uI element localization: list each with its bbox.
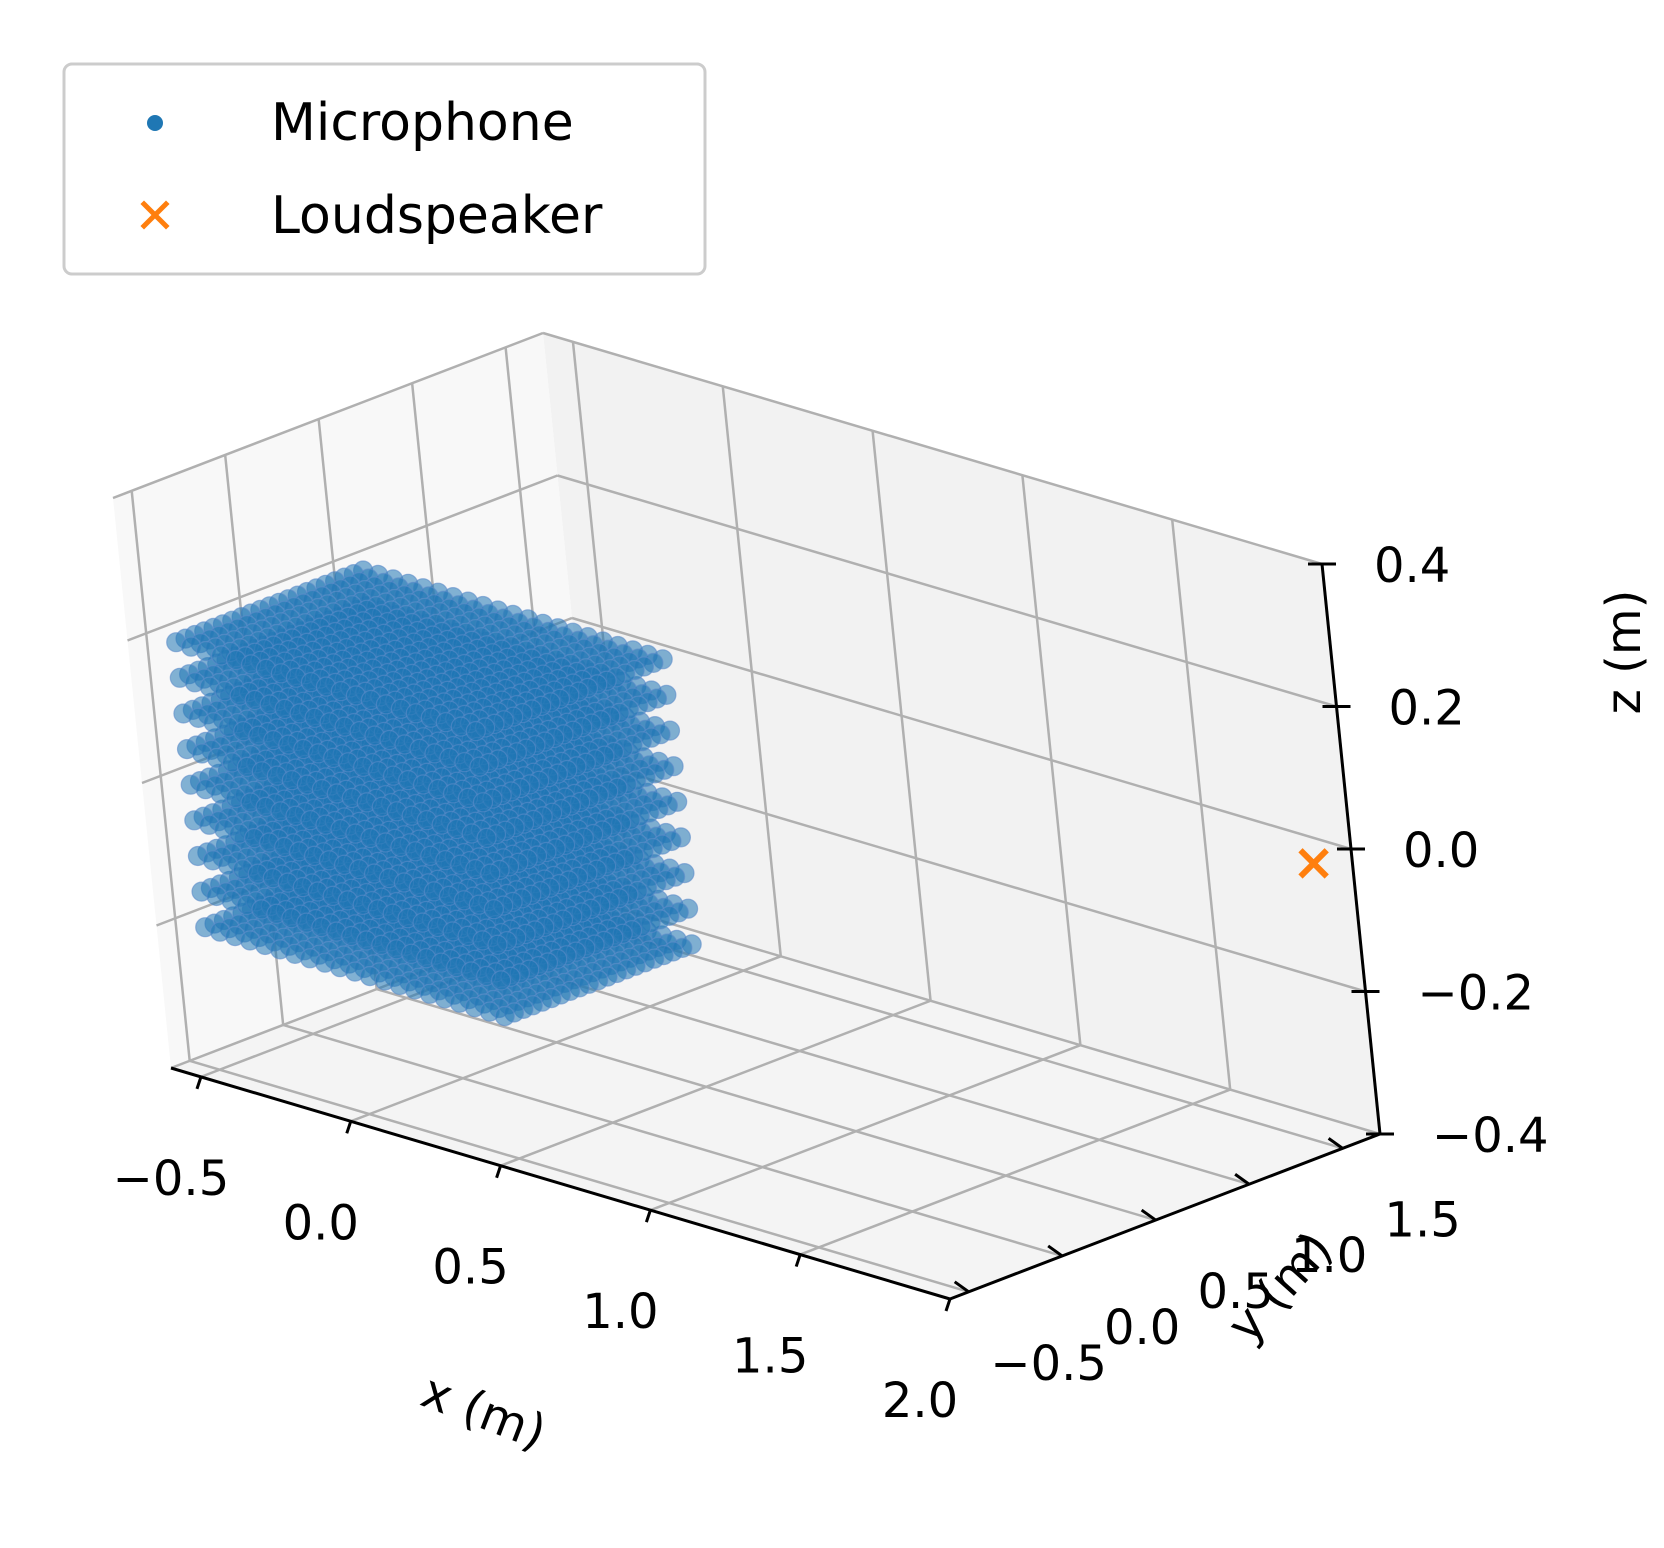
grid-line-y-floor bbox=[563, 916, 1343, 1150]
x-axis-line bbox=[170, 1066, 951, 1301]
microphone-point bbox=[494, 1005, 515, 1027]
x-tick bbox=[195, 1076, 203, 1090]
x-tick bbox=[794, 1254, 802, 1268]
scatter-marks bbox=[166, 560, 1329, 1027]
axis-lines bbox=[170, 562, 1394, 1312]
grid-line-z-back bbox=[542, 331, 1323, 566]
legend-loudspeaker-label: Loudspeaker bbox=[271, 186, 603, 246]
microphone-point bbox=[480, 863, 501, 884]
grid-line-x-floor bbox=[500, 999, 932, 1167]
grid-line-y-floor bbox=[376, 987, 1157, 1222]
legend-microphone-label: Microphone bbox=[271, 93, 574, 153]
grid-line-y-floor bbox=[469, 952, 1250, 1186]
grid-line-x-floor bbox=[799, 1088, 1231, 1256]
z-tick-label: −0.2 bbox=[1418, 966, 1535, 1022]
y-axis-line bbox=[949, 1132, 1381, 1301]
x-tick-label: 0.0 bbox=[283, 1195, 359, 1251]
y-tick bbox=[1234, 1172, 1251, 1186]
grid-line-z-left bbox=[127, 474, 558, 642]
grid-line-z-back bbox=[600, 901, 1381, 1136]
y-tick-label: 1.5 bbox=[1384, 1192, 1460, 1248]
microphone-point bbox=[483, 899, 504, 920]
microphone-point bbox=[476, 827, 497, 849]
x-tick-label: 1.0 bbox=[582, 1284, 658, 1340]
y-tick-label: −0.5 bbox=[990, 1336, 1107, 1392]
x-tick bbox=[644, 1209, 652, 1223]
grid-line-z-back bbox=[571, 616, 1352, 851]
grid-line-x-floor bbox=[649, 1043, 1081, 1212]
y-tick bbox=[953, 1280, 970, 1294]
z-tick-label: 0.0 bbox=[1403, 823, 1479, 879]
legend-microphone-marker bbox=[147, 115, 163, 131]
x-tick bbox=[944, 1298, 952, 1312]
grid-line-y-floor bbox=[189, 1059, 970, 1294]
grid-line-z-back bbox=[557, 474, 1337, 708]
microphone-point bbox=[487, 934, 508, 955]
grid-line-y-floor bbox=[282, 1023, 1063, 1258]
x-tick-label: 2.0 bbox=[882, 1373, 958, 1429]
x-axis-label: x (m) bbox=[414, 1363, 553, 1461]
x-tick bbox=[345, 1120, 353, 1134]
z-tick-label: 0.2 bbox=[1389, 681, 1465, 737]
y-tick-label: 0.0 bbox=[1104, 1300, 1180, 1356]
z-axis-label: z (m) bbox=[1596, 590, 1652, 715]
grid-line-z-back bbox=[586, 759, 1366, 993]
z-tick-label: −0.4 bbox=[1432, 1108, 1549, 1164]
legend: Microphone Loudspeaker bbox=[62, 62, 707, 276]
microphone-point bbox=[469, 756, 490, 777]
microphone-points bbox=[166, 560, 702, 1027]
grid-line-z-left bbox=[112, 331, 544, 500]
grid-line-x-floor bbox=[350, 955, 782, 1123]
x-tick-label: 1.5 bbox=[732, 1329, 808, 1385]
x-tick-label: 0.5 bbox=[432, 1240, 508, 1296]
x-tick bbox=[495, 1165, 502, 1179]
microphone-point bbox=[491, 970, 512, 991]
x-tick-label: −0.5 bbox=[113, 1151, 230, 1207]
z-tick-label: 0.4 bbox=[1374, 538, 1450, 594]
microphone-point bbox=[472, 792, 494, 813]
microphone-point bbox=[465, 720, 486, 742]
y-tick bbox=[1140, 1208, 1157, 1222]
y-tick bbox=[1327, 1137, 1344, 1150]
y-tick bbox=[1047, 1244, 1064, 1258]
